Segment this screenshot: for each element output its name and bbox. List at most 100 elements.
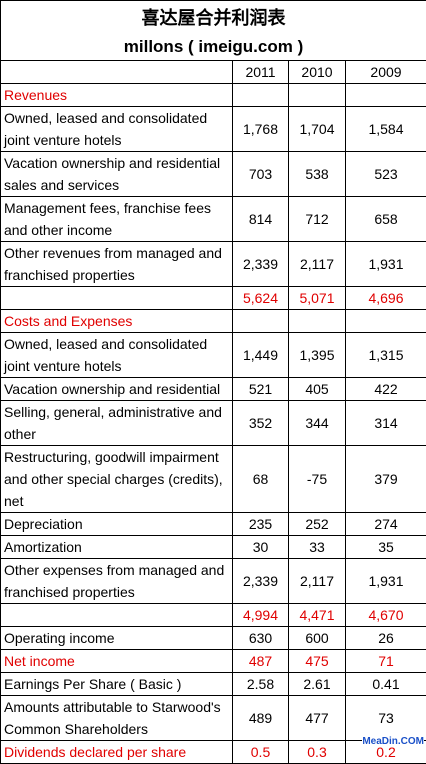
value-cell: 4,994 xyxy=(233,604,289,627)
value-cell: 2,339 xyxy=(233,559,289,604)
title: 喜达屋合并利润表 xyxy=(1,1,426,35)
value-cell: 33 xyxy=(289,536,346,559)
table-row: Vacation ownership and residential sales… xyxy=(1,152,426,197)
value-cell: 5,071 xyxy=(289,287,346,310)
table-row: Owned, leased and consolidated joint ven… xyxy=(1,333,426,378)
table-row: Restructuring, goodwill impairment and o… xyxy=(1,446,426,513)
value-cell: 4,670 xyxy=(346,604,426,627)
value-cell: 1,931 xyxy=(346,559,426,604)
value-cell: 814 xyxy=(233,197,289,242)
value-cell: 0.41 xyxy=(346,673,426,696)
value-cell: 712 xyxy=(289,197,346,242)
value-cell: 235 xyxy=(233,513,289,536)
row-label: Amortization xyxy=(1,536,233,559)
value-cell: 422 xyxy=(346,378,426,401)
value-cell: 252 xyxy=(289,513,346,536)
value-cell: 1,395 xyxy=(289,333,346,378)
row-label: Restructuring, goodwill impairment and o… xyxy=(1,446,233,513)
subtitle: millons ( imeigu.com ) xyxy=(1,34,426,61)
row-label: Operating income xyxy=(1,627,233,650)
row-label: Vacation ownership and residential xyxy=(1,378,233,401)
value-cell: 2,117 xyxy=(289,242,346,287)
row-label: Dividends declared per share xyxy=(1,741,233,764)
table-row: Management fees, franchise fees and othe… xyxy=(1,197,426,242)
value-cell xyxy=(233,84,289,107)
value-cell: 487 xyxy=(233,650,289,673)
value-cell: 2.58 xyxy=(233,673,289,696)
value-cell: 523 xyxy=(346,152,426,197)
value-cell: 538 xyxy=(289,152,346,197)
value-cell: 379 xyxy=(346,446,426,513)
value-cell: 2.61 xyxy=(289,673,346,696)
row-label: Other revenues from managed and franchis… xyxy=(1,242,233,287)
value-cell: 35 xyxy=(346,536,426,559)
value-cell: 475 xyxy=(289,650,346,673)
value-cell: 1,704 xyxy=(289,107,346,152)
row-label: Depreciation xyxy=(1,513,233,536)
value-cell: 5,624 xyxy=(233,287,289,310)
value-cell: 521 xyxy=(233,378,289,401)
value-cell: 703 xyxy=(233,152,289,197)
year-header: 2010 xyxy=(289,61,346,84)
value-cell: 30 xyxy=(233,536,289,559)
value-cell: 73 xyxy=(346,696,426,741)
row-label xyxy=(1,287,233,310)
header-cell xyxy=(1,61,233,84)
row-label: Vacation ownership and residential sales… xyxy=(1,152,233,197)
year-header: 2011 xyxy=(233,61,289,84)
value-cell: 600 xyxy=(289,627,346,650)
row-label: Earnings Per Share ( Basic ) xyxy=(1,673,233,696)
value-cell: -75 xyxy=(289,446,346,513)
value-cell: 4,471 xyxy=(289,604,346,627)
row-label: Selling, general, administrative and oth… xyxy=(1,401,233,446)
value-cell: 2,339 xyxy=(233,242,289,287)
value-cell: 1,449 xyxy=(233,333,289,378)
value-cell: 71 xyxy=(346,650,426,673)
value-cell: 0.5 xyxy=(233,741,289,764)
row-label: Costs and Expenses xyxy=(1,310,233,333)
table-row: Other revenues from managed and franchis… xyxy=(1,242,426,287)
table-row: Owned, leased and consolidated joint ven… xyxy=(1,107,426,152)
table-row: Costs and Expenses xyxy=(1,310,426,333)
value-cell: 1,584 xyxy=(346,107,426,152)
value-cell: 274 xyxy=(346,513,426,536)
row-label: Owned, leased and consolidated joint ven… xyxy=(1,333,233,378)
value-cell xyxy=(289,84,346,107)
table-row: Other expenses from managed and franchis… xyxy=(1,559,426,604)
value-cell: 26 xyxy=(346,627,426,650)
value-cell: 489 xyxy=(233,696,289,741)
value-cell: 1,315 xyxy=(346,333,426,378)
table-row: Selling, general, administrative and oth… xyxy=(1,401,426,446)
value-cell: 2,117 xyxy=(289,559,346,604)
row-label: Revenues xyxy=(1,84,233,107)
value-cell xyxy=(346,84,426,107)
watermark: MeaDin.COM xyxy=(362,736,424,747)
value-cell: 1,931 xyxy=(346,242,426,287)
year-header: 2009 xyxy=(346,61,426,84)
value-cell: 477 xyxy=(289,696,346,741)
value-cell: 352 xyxy=(233,401,289,446)
table-row: Amounts attributable to Starwood's Commo… xyxy=(1,696,426,741)
row-label: Net income xyxy=(1,650,233,673)
table-row: Revenues xyxy=(1,84,426,107)
value-cell: 1,768 xyxy=(233,107,289,152)
value-cell: 4,696 xyxy=(346,287,426,310)
value-cell: 344 xyxy=(289,401,346,446)
value-cell: 0.3 xyxy=(289,741,346,764)
value-cell: 630 xyxy=(233,627,289,650)
row-label: Owned, leased and consolidated joint ven… xyxy=(1,107,233,152)
row-label: Management fees, franchise fees and othe… xyxy=(1,197,233,242)
value-cell: 314 xyxy=(346,401,426,446)
value-cell xyxy=(289,310,346,333)
value-cell: 405 xyxy=(289,378,346,401)
